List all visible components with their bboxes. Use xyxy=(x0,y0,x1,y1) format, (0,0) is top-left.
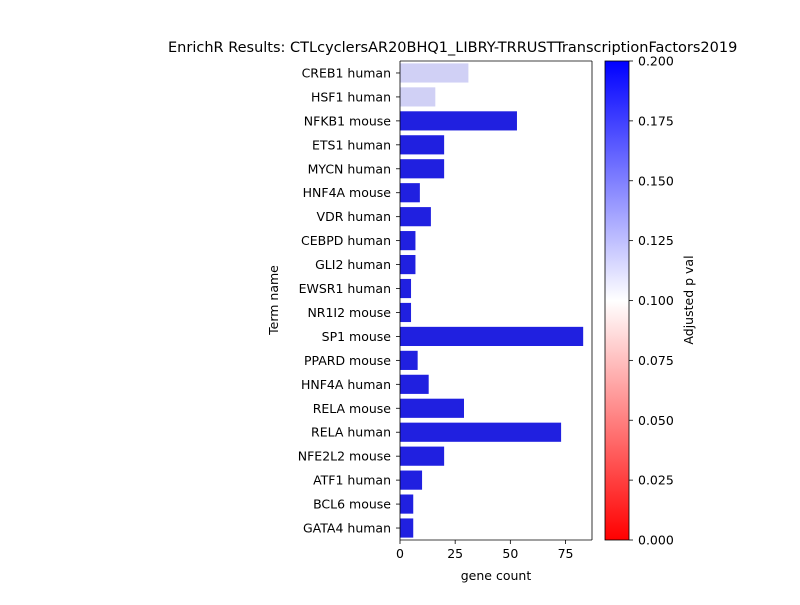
bars-group xyxy=(400,63,584,538)
bar xyxy=(400,63,469,83)
bar xyxy=(400,494,414,514)
y-tick-label: HNF4A human xyxy=(301,377,391,392)
bar xyxy=(400,135,445,155)
x-tick-label: 75 xyxy=(558,546,574,561)
y-tick-label: RELA human xyxy=(311,425,391,440)
y-tick-label: HSF1 human xyxy=(311,89,391,104)
x-tick-label: 25 xyxy=(447,546,463,561)
x-axis-label: gene count xyxy=(461,568,532,583)
y-tick-label: GLI2 human xyxy=(315,257,391,272)
bar xyxy=(400,398,464,418)
bar xyxy=(400,231,416,251)
colorbar-tick-label: 0.125 xyxy=(638,233,674,248)
colorbar-tick-label: 0.100 xyxy=(638,293,674,308)
bar xyxy=(400,302,412,323)
axes-frame xyxy=(399,60,593,541)
y-tick-label: CEBPD human xyxy=(301,233,391,248)
bar xyxy=(400,159,445,179)
colorbar-tick-label: 0.175 xyxy=(638,113,674,128)
y-tick-label: ATF1 human xyxy=(313,473,391,488)
y-tick-label: PPARD mouse xyxy=(304,353,391,368)
bar xyxy=(400,207,431,227)
x-tick-label: 0 xyxy=(396,546,404,561)
x-ticks-group: 0 25 50 75 xyxy=(396,540,573,561)
y-ticks-group: CREB1 human HSF1 human NFKB1 mouse ETS1 hum… xyxy=(298,65,400,536)
colorbar-label: Adjusted p val xyxy=(681,255,696,344)
colorbar-tick-label: 0.150 xyxy=(638,173,674,188)
chart-title: EnrichR Results: CTLcyclersAR20BHQ1_LIBR… xyxy=(168,40,737,56)
y-tick-label: NFKB1 mouse xyxy=(304,113,391,128)
y-tick-label: MYCN human xyxy=(308,161,391,176)
colorbar-gradient xyxy=(604,60,630,541)
colorbar: Adjusted p val 0.000 0.025 0.050 0.075 0.100… xyxy=(604,54,696,548)
bar xyxy=(400,111,517,131)
y-tick-label: BCL6 mouse xyxy=(313,497,391,512)
x-tick-label: 50 xyxy=(502,546,518,561)
y-tick-label: CREB1 human xyxy=(302,65,391,80)
bar xyxy=(400,470,423,490)
bar xyxy=(400,422,562,442)
bar xyxy=(400,350,418,370)
y-tick-label: VDR human xyxy=(317,209,391,224)
y-tick-label: HNF4A mouse xyxy=(303,185,392,200)
y-tick-label: NFE2L2 mouse xyxy=(298,449,392,464)
bar xyxy=(400,278,412,299)
y-tick-label: EWSR1 human xyxy=(299,281,391,296)
bar xyxy=(400,374,429,394)
bar xyxy=(400,183,420,203)
colorbar-tick-label: 0.000 xyxy=(638,533,674,548)
colorbar-tick-label: 0.025 xyxy=(638,473,674,488)
y-tick-label: SP1 mouse xyxy=(322,329,392,344)
colorbar-tick-label: 0.075 xyxy=(638,353,674,368)
bar xyxy=(400,254,416,275)
y-tick-label: NR1I2 mouse xyxy=(307,305,391,320)
y-axis-label: Term name xyxy=(266,265,281,336)
bar xyxy=(400,87,436,107)
y-tick-label: RELA mouse xyxy=(313,401,392,416)
y-tick-label: ETS1 human xyxy=(312,137,391,152)
bar xyxy=(400,518,414,538)
y-tick-label: GATA4 human xyxy=(303,521,391,536)
bar xyxy=(400,446,445,466)
colorbar-tick-label: 0.050 xyxy=(638,413,674,428)
colorbar-tick-label: 0.200 xyxy=(638,54,674,69)
bar xyxy=(400,326,584,347)
